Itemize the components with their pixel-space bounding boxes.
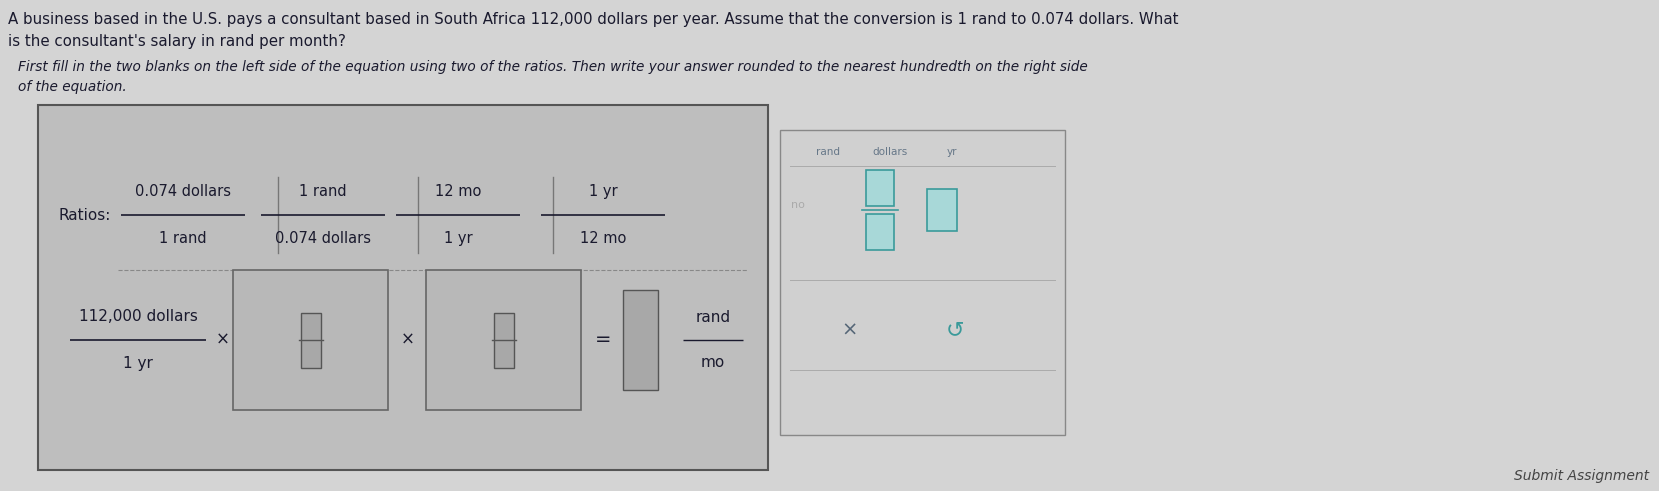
Text: ×: ×: [216, 331, 231, 349]
Text: no: no: [791, 200, 805, 210]
Bar: [866, 214, 894, 250]
Bar: [300, 312, 320, 367]
Text: 0.074 dollars: 0.074 dollars: [134, 184, 231, 199]
Bar: [927, 189, 957, 231]
Text: 1 yr: 1 yr: [443, 231, 473, 246]
Text: =: =: [594, 330, 611, 350]
Bar: [232, 270, 388, 410]
Bar: [624, 290, 659, 390]
Text: ×: ×: [841, 321, 858, 339]
Bar: [780, 130, 1065, 435]
Bar: [866, 170, 894, 206]
Bar: [426, 270, 581, 410]
Text: yr: yr: [947, 147, 957, 157]
Text: Ratios:: Ratios:: [58, 208, 111, 222]
Text: First fill in the two blanks on the left side of the equation using two of the r: First fill in the two blanks on the left…: [18, 60, 1088, 74]
Text: Submit Assignment: Submit Assignment: [1515, 469, 1649, 483]
Text: A business based in the U.S. pays a consultant based in South Africa 112,000 dol: A business based in the U.S. pays a cons…: [8, 12, 1178, 27]
Text: is the consultant's salary in rand per month?: is the consultant's salary in rand per m…: [8, 34, 345, 49]
Bar: [493, 312, 514, 367]
Text: 1 yr: 1 yr: [123, 356, 153, 371]
Text: 1 rand: 1 rand: [159, 231, 207, 246]
Text: 12 mo: 12 mo: [579, 231, 625, 246]
Text: 1 rand: 1 rand: [299, 184, 347, 199]
Text: ↺: ↺: [946, 320, 964, 340]
Text: ×: ×: [401, 331, 415, 349]
Text: dollars: dollars: [873, 147, 907, 157]
Text: 112,000 dollars: 112,000 dollars: [78, 309, 197, 324]
Text: of the equation.: of the equation.: [18, 80, 126, 94]
Text: 0.074 dollars: 0.074 dollars: [275, 231, 372, 246]
Text: rand: rand: [695, 310, 730, 325]
Text: rand: rand: [816, 147, 839, 157]
Text: 1 yr: 1 yr: [589, 184, 617, 199]
Text: 12 mo: 12 mo: [435, 184, 481, 199]
Text: mo: mo: [700, 355, 725, 370]
Bar: [38, 105, 768, 470]
